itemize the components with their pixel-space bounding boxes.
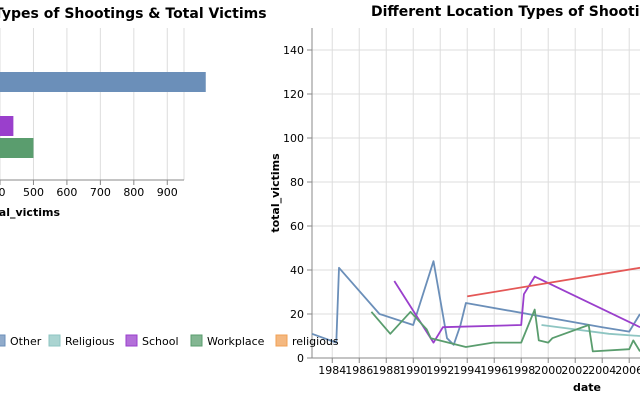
left-x-tick-label: 600 (56, 186, 77, 199)
legend: Other Religious School Workplace religious (0, 334, 339, 348)
right-y-tick-label: 0 (297, 352, 304, 365)
right-x-tick-label: 1988 (372, 364, 400, 377)
series-line-school (393, 275, 640, 344)
series-line-religious (541, 324, 640, 337)
right-x-tick-label: 1992 (426, 364, 454, 377)
legend-label: religious (292, 335, 339, 348)
legend-swatch-2 (125, 334, 138, 347)
right-x-axis-title: date (573, 381, 601, 394)
right-x-tick-label: 1984 (318, 364, 346, 377)
left-x-tick-label: 800 (123, 186, 144, 199)
right-x-tick-label: 1998 (507, 364, 535, 377)
right-x-tick-label: 1986 (345, 364, 373, 377)
bar-workplace (0, 138, 34, 158)
legend-label: School (142, 335, 179, 348)
right-y-tick-label: 140 (283, 44, 304, 57)
left-x-axis-title: total_victims (0, 206, 60, 219)
legend-label: Workplace (207, 335, 265, 348)
legend-label: Religious (65, 335, 115, 348)
left-x-tick-label: 500 (23, 186, 44, 199)
right-y-tick-label: 60 (290, 220, 304, 233)
legend-swatch-0 (0, 334, 6, 347)
right-y-tick-label: 120 (283, 88, 304, 101)
right-chart-title: Different Location Types of Shootings (371, 4, 640, 20)
series-line-military (467, 266, 640, 298)
right-y-tick-label: 20 (290, 308, 304, 321)
left-x-tick-label: 900 (157, 186, 178, 199)
legend-label: Other (10, 335, 42, 348)
right-line-chart: 0204060801001201401984198619881990199219… (269, 28, 640, 394)
right-y-tick-label: 100 (283, 132, 304, 145)
right-x-tick-label: 2006 (615, 364, 640, 377)
legend-swatch-3 (190, 334, 203, 347)
right-x-tick-label: 2002 (561, 364, 589, 377)
series-line-other (311, 260, 640, 346)
series-line-workplace (370, 308, 640, 353)
right-y-tick-label: 80 (290, 176, 304, 189)
right-x-tick-label: 2000 (534, 364, 562, 377)
left-x-tick-label: 0 (0, 186, 6, 199)
bar-school (0, 116, 14, 136)
right-x-tick-label: 1996 (480, 364, 508, 377)
right-x-tick-label: 2004 (588, 364, 616, 377)
right-x-tick-label: 1994 (453, 364, 481, 377)
left-chart-title: Types of Shootings & Total Victims (0, 6, 267, 22)
legend-swatch-1 (48, 334, 61, 347)
right-y-tick-label: 40 (290, 264, 304, 277)
bar-other (0, 72, 206, 92)
left-x-tick-label: 700 (90, 186, 111, 199)
right-x-tick-label: 1990 (399, 364, 427, 377)
left-bar-chart: 0 500 600 700 800 900 total_victims (0, 28, 206, 219)
right-y-axis-title: total_victims (269, 153, 282, 233)
legend-swatch-4 (275, 334, 288, 347)
